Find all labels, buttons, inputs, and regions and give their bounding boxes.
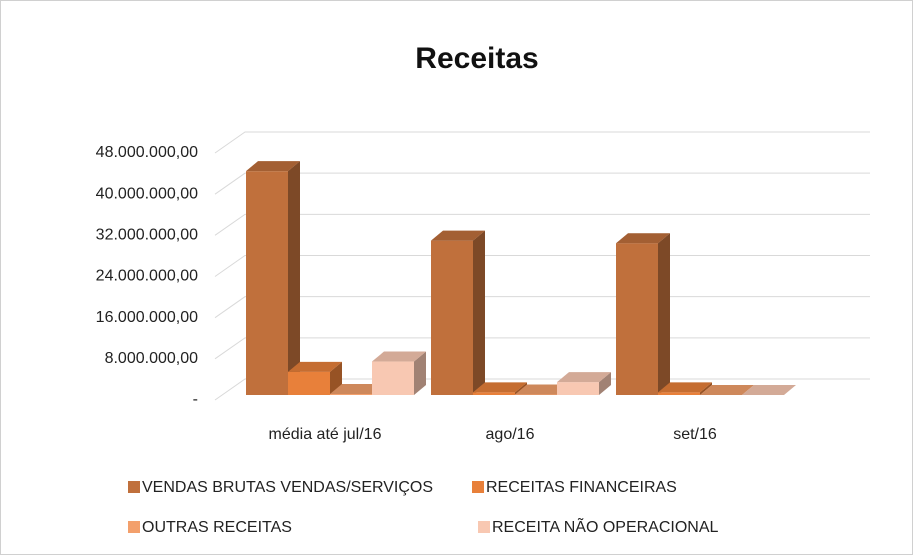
bar-top [372, 351, 426, 362]
bar-top-shade [700, 385, 754, 395]
legend-swatch [478, 521, 490, 533]
bar [557, 382, 599, 395]
legend-label: RECEITA NÃO OPERACIONAL [492, 516, 719, 536]
bar [288, 371, 330, 395]
bar [658, 392, 700, 395]
bar-top-shade [557, 372, 611, 383]
y-tick-label: 32.000.000,00 [96, 227, 198, 244]
legend-label: VENDAS BRUTAS VENDAS/SERVIÇOS [142, 479, 433, 496]
bar-side-shade [515, 382, 527, 395]
bar-top [700, 385, 754, 395]
bar-top [431, 230, 485, 241]
bar [330, 393, 372, 395]
bar-top [330, 383, 384, 394]
bar-top [288, 361, 342, 372]
bar-side [658, 233, 670, 395]
bar-top-shade [288, 361, 342, 372]
bar-side-shade [599, 372, 611, 395]
bar-top-shade [372, 351, 426, 362]
bar-side [515, 382, 527, 395]
bar-side-shade [288, 161, 300, 395]
bar-top [515, 384, 569, 395]
bar [431, 240, 473, 395]
bar-top [658, 382, 712, 393]
y-tick-label: 24.000.000,00 [96, 268, 198, 285]
bar-side-shade [414, 351, 426, 395]
bar-side [473, 230, 485, 395]
legend-label: RECEITAS FINANCEIRAS [486, 479, 677, 496]
bar-top-shade [431, 230, 485, 241]
y-tick-label: 16.000.000,00 [96, 309, 198, 326]
bar [515, 394, 557, 395]
legend-swatch [128, 481, 140, 493]
bar [372, 361, 414, 395]
bar-top-shade [473, 382, 527, 393]
bar-top [616, 233, 670, 244]
legend-swatch [128, 521, 140, 533]
bar-top-shade [658, 382, 712, 393]
y-tick-label: 8.000.000,00 [105, 350, 199, 367]
bar-top [557, 372, 611, 383]
y-tick-label: 48.000.000,00 [96, 144, 198, 161]
y-tick-label: 40.000.000,00 [96, 185, 198, 202]
bar-top [246, 161, 300, 172]
grid-line [214, 213, 870, 236]
bar-side [700, 382, 712, 395]
x-tick-label: set/16 [673, 426, 717, 443]
bar-side-shade [658, 233, 670, 395]
bar-top [742, 385, 796, 395]
chart-title: Receitas [415, 42, 538, 75]
bar [616, 243, 658, 395]
legend-swatch [472, 481, 484, 493]
bar [246, 171, 288, 395]
bar-side [599, 372, 611, 395]
grid-line [214, 131, 870, 154]
bar-side [414, 351, 426, 395]
x-tick-label: ago/16 [486, 426, 535, 443]
grid-line [214, 172, 870, 195]
bar-side-shade [473, 230, 485, 395]
bar-side-shade [700, 382, 712, 395]
bar-side [288, 161, 300, 395]
bar-top-shade [246, 161, 300, 172]
bar-top-shade [742, 385, 796, 395]
bar-top-shade [616, 233, 670, 244]
y-tick-label: - [193, 391, 198, 408]
bar-top-shade [330, 383, 384, 394]
x-tick-label: média até jul/16 [269, 426, 382, 443]
legend-label: OUTRAS RECEITAS [142, 519, 292, 536]
bar [473, 392, 515, 395]
bar-top [473, 382, 527, 393]
bar-top-shade [515, 384, 569, 395]
